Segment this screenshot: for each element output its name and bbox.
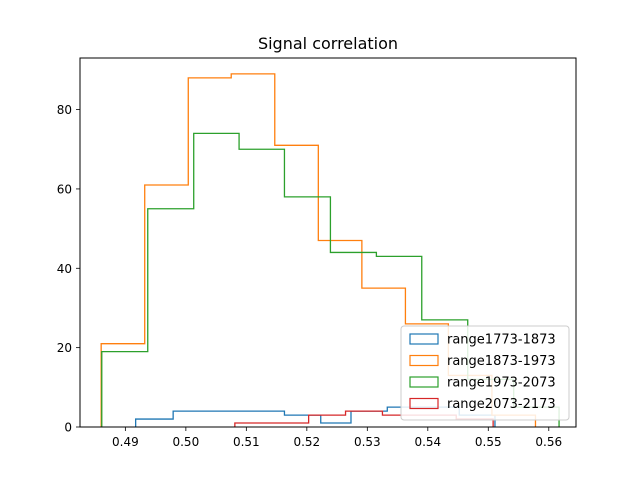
plot-frame: [79, 57, 577, 428]
legend-label: range1873-1973: [447, 354, 556, 369]
legend-frame: [400, 325, 570, 421]
legend-label: range2073-2173: [447, 397, 556, 412]
x-tick-label: 0.50: [172, 435, 199, 449]
x-tick-label: 0.51: [233, 435, 260, 449]
y-tick-label: 20: [57, 341, 72, 355]
legend-label: range1973-2073: [447, 376, 556, 391]
x-tick-label: 0.54: [414, 435, 441, 449]
y-tick-label: 60: [57, 182, 72, 196]
y-tick-label: 0: [64, 421, 72, 435]
legend-swatch: [409, 333, 439, 345]
x-tick-label: 0.52: [293, 435, 320, 449]
y-axis: 0 20 40 60 80: [57, 103, 80, 435]
legend: range1773-1873 range1873-1973 range1973-20…: [400, 325, 570, 421]
legend-swatch: [409, 354, 439, 367]
x-tick-label: 0.55: [475, 435, 502, 449]
legend-label: range1773-1873: [447, 333, 556, 348]
x-tick-label: 0.53: [354, 435, 381, 449]
x-axis: 0.49 0.50 0.51 0.52 0.53 0.54 0.55 0.56: [112, 427, 562, 449]
chart-title: Signal correlation: [258, 34, 398, 53]
legend-swatch: [409, 376, 439, 388]
y-tick-label: 80: [57, 103, 72, 117]
x-tick-label: 0.49: [112, 435, 139, 449]
x-tick-label: 0.56: [535, 435, 562, 449]
legend-swatch: [409, 397, 439, 410]
y-tick-label: 40: [57, 262, 72, 276]
